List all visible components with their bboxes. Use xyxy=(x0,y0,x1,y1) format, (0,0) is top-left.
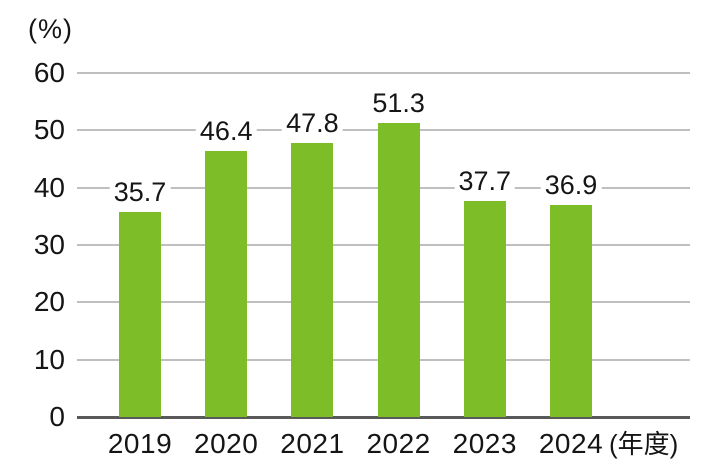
bar-value-label: 35.7 xyxy=(109,178,171,208)
x-tick-label: 2021 xyxy=(280,428,345,459)
y-tick-label: 60 xyxy=(33,57,65,88)
x-tick-label: 2019 xyxy=(107,428,173,459)
y-tick-label: 40 xyxy=(33,171,65,203)
x-tick-label: 2020 xyxy=(194,428,259,459)
y-tick-label: 10 xyxy=(33,343,65,375)
gridline xyxy=(77,72,690,74)
x-tick-label: 2023 xyxy=(452,428,517,459)
bar-2023 xyxy=(463,200,506,417)
bar-value-label: 51.3 xyxy=(368,88,429,118)
y-tick-label: 50 xyxy=(33,114,65,146)
bar-value-label: 46.4 xyxy=(195,116,257,146)
x-tick-label: 2022 xyxy=(366,428,431,459)
bar-value-label: 37.7 xyxy=(454,166,516,196)
bar-2022 xyxy=(377,122,420,417)
y-axis-unit-label: (%) xyxy=(28,14,73,44)
bar-2021 xyxy=(291,142,334,417)
y-tick-label: 0 xyxy=(49,401,65,432)
bar-2020 xyxy=(205,150,248,417)
bar-value-label: 47.8 xyxy=(282,108,343,138)
x-axis-unit-label: (年度) xyxy=(609,429,679,459)
bar-2019 xyxy=(119,212,161,417)
x-axis-line xyxy=(77,416,690,419)
y-tick-label: 30 xyxy=(33,229,65,260)
x-tick-label: 2024 xyxy=(538,428,604,459)
bar-2024 xyxy=(550,205,592,417)
y-tick-label: 20 xyxy=(33,286,65,318)
bar-value-label: 36.9 xyxy=(540,171,602,201)
